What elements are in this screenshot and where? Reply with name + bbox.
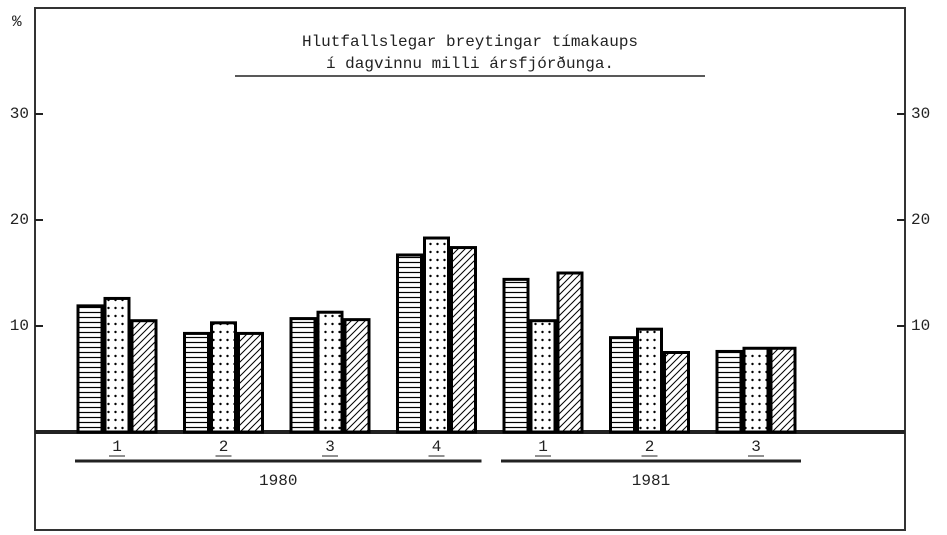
bar (423, 236, 450, 434)
frame (34, 7, 906, 531)
x-tick-label: 3 (325, 438, 335, 456)
group-label: 1980 (259, 472, 297, 490)
y-axis-label: % (12, 13, 22, 31)
y2-tick-label: 10 (911, 317, 930, 335)
y2-tick-label: 30 (911, 105, 930, 123)
bar (316, 310, 344, 434)
x-tick-label: 1 (538, 438, 548, 456)
bar (663, 351, 690, 434)
bar (609, 336, 636, 434)
bar (289, 317, 317, 434)
bar (237, 331, 264, 434)
x-tick-label: 4 (432, 438, 442, 456)
bar (715, 349, 743, 434)
x-tick-label: 1 (112, 438, 122, 456)
bar (556, 271, 584, 434)
bar (636, 327, 663, 434)
y2-tick-label: 20 (911, 211, 930, 229)
bar (210, 321, 237, 434)
y-tick-label: 10 (10, 317, 29, 335)
bar (183, 331, 210, 434)
bar (343, 318, 371, 434)
bar (396, 253, 423, 434)
chart-title: Hlutfallslegar breytingar tímakaups (302, 33, 638, 51)
chart-title: í dagvinnu milli ársfjórðunga. (326, 55, 614, 73)
bar (76, 304, 104, 434)
y-tick-label: 30 (10, 105, 29, 123)
bar (450, 246, 477, 434)
bar (769, 346, 797, 434)
y-tick-label: 20 (10, 211, 29, 229)
group-label: 1981 (632, 472, 670, 490)
bar (742, 346, 770, 434)
bar (130, 319, 158, 434)
bar (529, 319, 557, 434)
bar (502, 277, 530, 434)
bar (103, 296, 131, 434)
x-tick-label: 3 (751, 438, 761, 456)
x-tick-label: 2 (219, 438, 229, 456)
x-tick-label: 2 (645, 438, 655, 456)
